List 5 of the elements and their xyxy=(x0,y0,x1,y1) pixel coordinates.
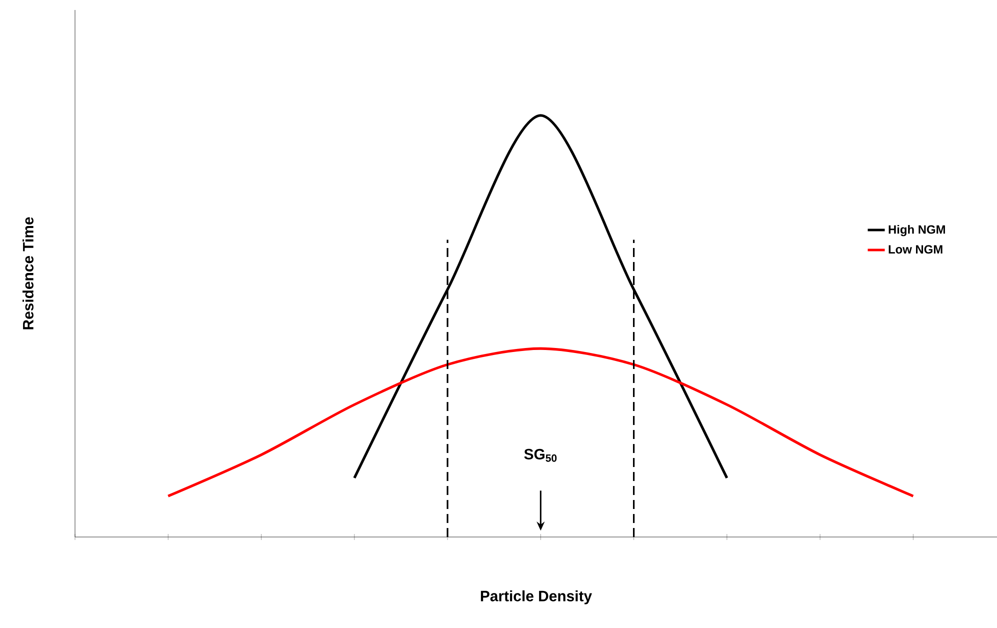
y-axis-title: Residence Time xyxy=(22,217,34,330)
annotation: SG$_{50}$ xyxy=(524,448,557,462)
legend-label: High NGM xyxy=(888,224,945,236)
x-axis-title: Particle Density xyxy=(480,590,592,604)
legend-label: Low NGM xyxy=(888,245,942,254)
